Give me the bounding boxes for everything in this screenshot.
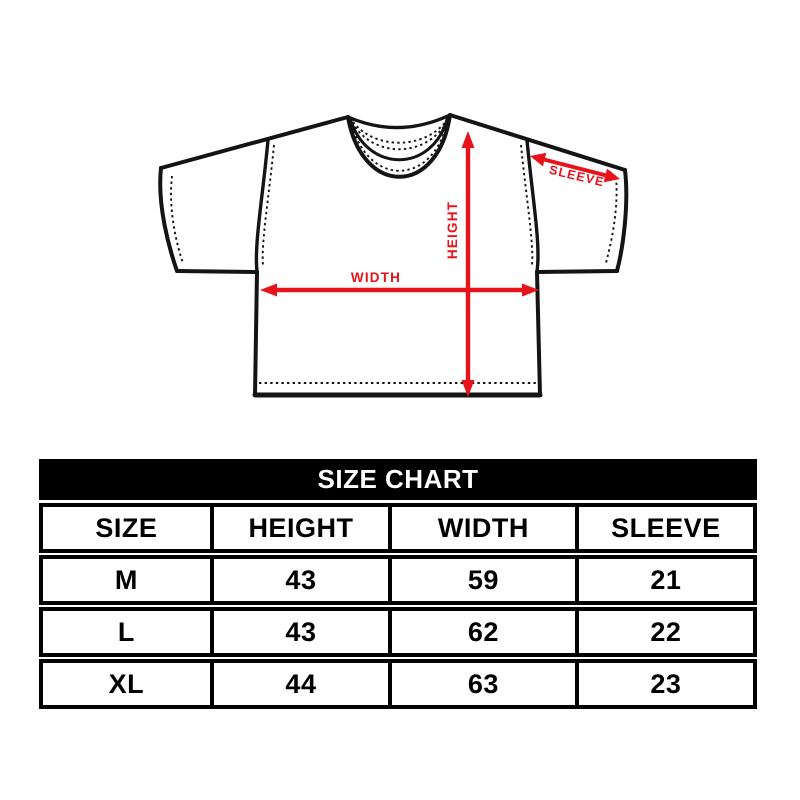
height-arrowhead-top	[461, 131, 475, 148]
right-sleeve-hem	[535, 269, 619, 274]
height-value: 44	[209, 663, 388, 705]
size-value: XL	[108, 668, 145, 699]
left-armhole-seam	[254, 138, 270, 273]
left-sleeve-hem	[175, 269, 259, 274]
width-label: WIDTH	[351, 270, 401, 285]
collar-inner-curve	[348, 114, 450, 162]
height-value: 43	[209, 559, 388, 601]
column-header-sleeve: SLEEVE	[574, 507, 753, 549]
height-arrowhead-bottom	[461, 380, 475, 397]
tshirt-body	[160, 115, 627, 395]
back-neck-line	[346, 113, 452, 130]
size-chart-table: SIZE CHART SIZE HEIGHT WIDTH SLEEVE M 43…	[39, 459, 757, 709]
sleeve-arrowhead-right	[603, 168, 620, 183]
left-sleeve-outer-edge	[158, 166, 179, 273]
sleeve-value: 21	[574, 559, 753, 601]
size-chart-title: SIZE CHART	[39, 459, 757, 500]
collar-bottom-curve	[346, 113, 452, 179]
back-neck-stitch-2	[354, 124, 446, 151]
width-arrow	[260, 283, 539, 297]
table-row-l: L 43 62 22	[39, 607, 757, 657]
left-armhole-stitch	[261, 144, 275, 266]
back-neck-stitch-1	[352, 119, 448, 144]
height-arrow	[461, 131, 475, 397]
height-label: HEIGHT	[445, 201, 460, 259]
width-value: 63	[388, 663, 575, 705]
body-left-edge	[253, 270, 259, 397]
left-shoulder-line	[159, 115, 350, 170]
sleeve-value: 22	[574, 611, 753, 653]
body-right-edge	[535, 270, 542, 397]
size-value: M	[114, 564, 138, 595]
size-value: L	[117, 616, 135, 647]
width-arrowhead-left	[260, 283, 277, 297]
table-header-row: SIZE HEIGHT WIDTH SLEEVE	[39, 503, 757, 553]
column-header-size: SIZE	[95, 512, 158, 543]
height-value: 43	[209, 611, 388, 653]
sleeve-arrowhead-left	[530, 152, 547, 167]
width-value: 59	[388, 559, 575, 601]
width-value: 62	[388, 611, 575, 653]
tshirt-diagram: HEIGHT WIDTH SLEEVE	[158, 113, 629, 398]
width-arrowhead-right	[522, 283, 539, 297]
right-armhole-stitch	[520, 144, 534, 266]
table-row-xl: XL 44 63 23	[39, 659, 757, 709]
collar-stitch	[350, 117, 449, 172]
sleeve-value: 23	[574, 663, 753, 705]
right-shoulder-line	[448, 113, 627, 172]
column-header-height: HEIGHT	[209, 507, 388, 549]
right-armhole-seam	[525, 138, 540, 273]
column-header-width: WIDTH	[388, 507, 575, 549]
right-sleeve-outer-edge	[615, 168, 629, 273]
sleeve-arrow	[530, 152, 620, 183]
table-row-m: M 43 59 21	[39, 555, 757, 605]
